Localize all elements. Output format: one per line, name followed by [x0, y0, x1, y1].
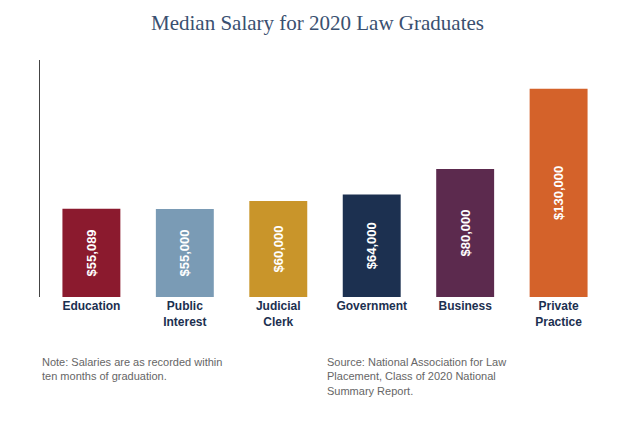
svg-text:$55,000: $55,000	[177, 229, 192, 276]
svg-text:Business: Business	[438, 299, 492, 313]
svg-text:Education: Education	[62, 299, 120, 313]
svg-text:PublicInterest: PublicInterest	[163, 299, 206, 329]
svg-text:$130,000: $130,000	[551, 166, 566, 220]
svg-text:JudicialClerk: JudicialClerk	[256, 299, 301, 329]
svg-text:$80,000: $80,000	[458, 209, 473, 256]
svg-text:PrivatePractice: PrivatePractice	[535, 299, 582, 329]
svg-text:Median Salary for 2020 Law Gra: Median Salary for 2020 Law Graduates	[151, 11, 484, 35]
svg-text:Government: Government	[336, 299, 407, 313]
svg-text:Note: Salaries are as recorded: Note: Salaries are as recorded withinten…	[42, 356, 222, 382]
svg-text:Source: National Association f: Source: National Association for LawPlac…	[327, 356, 506, 397]
svg-text:$60,000: $60,000	[271, 225, 286, 272]
svg-text:$55,089: $55,089	[84, 229, 99, 276]
svg-text:$64,000: $64,000	[364, 222, 379, 269]
